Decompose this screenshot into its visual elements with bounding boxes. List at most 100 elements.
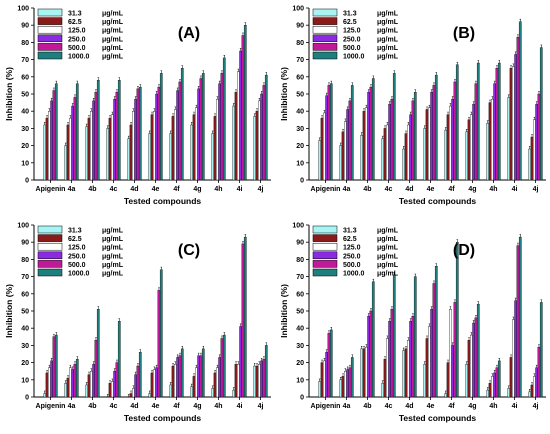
x-tick-label: 4f: [448, 403, 455, 410]
legend-label: 125.0: [343, 28, 361, 35]
bar: [329, 83, 333, 181]
y-tick-label: 70: [21, 57, 29, 64]
bar: [69, 117, 72, 181]
x-tick-label: 4b: [363, 403, 371, 410]
x-tick-label: Apigenin: [311, 403, 341, 410]
y-tick-label: 80: [296, 257, 304, 264]
x-tick-label: 4g: [193, 186, 201, 193]
bar: [243, 236, 247, 398]
y-tick-label: 60: [296, 291, 304, 298]
bar: [432, 283, 436, 398]
bar: [533, 376, 536, 398]
legend-swatch: [312, 242, 338, 251]
bar: [535, 104, 538, 181]
legend-unit: μg/mL: [102, 28, 124, 35]
bar: [159, 269, 163, 398]
bar: [190, 124, 194, 181]
bar: [514, 300, 517, 398]
y-tick-label: 70: [296, 274, 304, 281]
bar: [476, 62, 480, 181]
legend-unit: μg/mL: [377, 262, 399, 269]
bar: [69, 367, 72, 398]
x-axis-title: Tested compounds: [399, 196, 477, 206]
x-tick-label: 4c: [385, 403, 393, 410]
bar: [423, 128, 427, 181]
bar: [92, 364, 95, 398]
y-tick-label: 30: [296, 343, 304, 350]
bar: [111, 381, 114, 398]
legend-swatch: [37, 43, 63, 51]
bar: [115, 362, 119, 398]
legend-unit: μg/mL: [377, 253, 399, 260]
legend-label: 1000.0: [343, 54, 365, 61]
bar: [350, 357, 354, 398]
bar: [428, 107, 431, 181]
bar: [404, 133, 408, 181]
x-tick-label: 4c: [110, 403, 118, 410]
legend-unit: μg/mL: [377, 11, 399, 18]
legend-swatch: [37, 268, 63, 277]
x-tick-label: 4a: [343, 186, 351, 193]
bar: [180, 348, 184, 398]
bar: [260, 360, 263, 398]
bar: [132, 388, 135, 398]
x-tick-label: 4h: [489, 186, 497, 193]
bar: [430, 309, 433, 398]
bar: [176, 357, 179, 398]
bar: [153, 111, 156, 181]
legend-unit: μg/mL: [102, 236, 124, 243]
x-tick-label: 4h: [214, 186, 222, 193]
legend-swatch: [37, 17, 63, 25]
bar: [264, 345, 268, 398]
bar: [449, 309, 452, 398]
bar: [192, 114, 196, 181]
legend-unit: μg/mL: [102, 271, 124, 278]
y-tick-label: 40: [21, 109, 29, 116]
bar: [113, 98, 116, 181]
bar: [169, 133, 173, 181]
y-tick-label: 50: [296, 92, 304, 99]
legend-unit: μg/mL: [102, 245, 124, 252]
bar: [134, 374, 137, 398]
bar: [132, 111, 135, 181]
chart-panel-2: 0 10 20 30 40 50 60 70 80 90 100 Inhibition (%) Test…: [279, 6, 546, 206]
bar: [232, 389, 236, 398]
y-tick-label: 40: [296, 326, 304, 333]
legend-label: 31.3: [68, 11, 82, 18]
bar: [472, 322, 475, 398]
bar: [157, 86, 161, 181]
y-tick-label: 60: [296, 74, 304, 81]
bar: [369, 86, 373, 181]
bar: [446, 114, 450, 181]
bar: [92, 100, 95, 181]
bar: [255, 111, 259, 181]
bar: [535, 367, 538, 398]
bar: [258, 100, 261, 181]
bar: [537, 93, 541, 181]
y-tick-label: 100: [292, 6, 304, 13]
bar: [159, 73, 163, 181]
bar: [136, 365, 140, 398]
bar: [253, 365, 257, 398]
bar: [528, 148, 532, 181]
bar: [234, 92, 238, 181]
bar: [155, 367, 158, 398]
bar: [444, 129, 448, 181]
y-tick-label: 100: [17, 223, 29, 230]
bar: [341, 131, 345, 181]
y-tick-label: 70: [296, 57, 304, 64]
bar: [66, 124, 70, 181]
legend-unit: μg/mL: [102, 36, 124, 43]
y-tick-label: 20: [21, 360, 29, 367]
bar: [413, 276, 417, 398]
bar: [423, 364, 427, 398]
y-tick-label: 40: [21, 326, 29, 333]
x-axis-title: Tested compounds: [124, 413, 202, 423]
legend-label: 125.0: [68, 28, 86, 35]
legend-label: 62.5: [343, 236, 357, 243]
bar: [211, 388, 215, 398]
bar: [465, 131, 469, 181]
bar: [470, 114, 473, 181]
x-tick-label: 4f: [173, 403, 180, 410]
bar: [539, 302, 543, 398]
